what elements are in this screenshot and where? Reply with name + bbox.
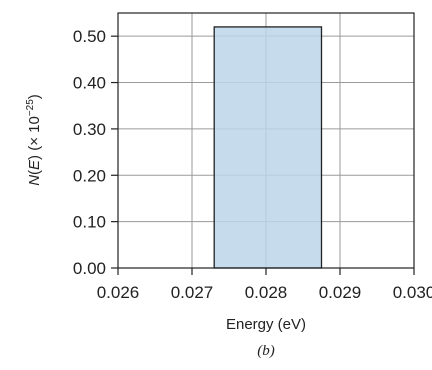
y-tick-label: 0.50	[73, 27, 106, 46]
x-tick-label: 0.026	[97, 283, 140, 302]
y-axis-label: N(E) (× 10−25)	[25, 94, 43, 186]
x-tick-label: 0.028	[245, 283, 288, 302]
x-tick-label: 0.029	[319, 283, 362, 302]
y-tick-label: 0.00	[73, 259, 106, 278]
y-tick-label: 0.30	[73, 120, 106, 139]
bar	[214, 26, 322, 269]
x-tick-label: 0.027	[171, 283, 214, 302]
y-tick-label: 0.40	[73, 74, 106, 93]
figure-caption: (b)	[257, 343, 275, 359]
x-tick-label: 0.030	[393, 283, 432, 302]
y-tick-label: 0.20	[73, 166, 106, 185]
bars	[213, 26, 323, 269]
ticks	[111, 35, 415, 275]
x-axis-label: Energy (eV)	[226, 316, 306, 333]
x-tick-labels: 0.026 0.027 0.028 0.029 0.030	[97, 283, 432, 302]
y-tick-labels: 0.00 0.10 0.20 0.30 0.40 0.50	[73, 27, 106, 278]
y-tick-label: 0.10	[73, 213, 106, 232]
